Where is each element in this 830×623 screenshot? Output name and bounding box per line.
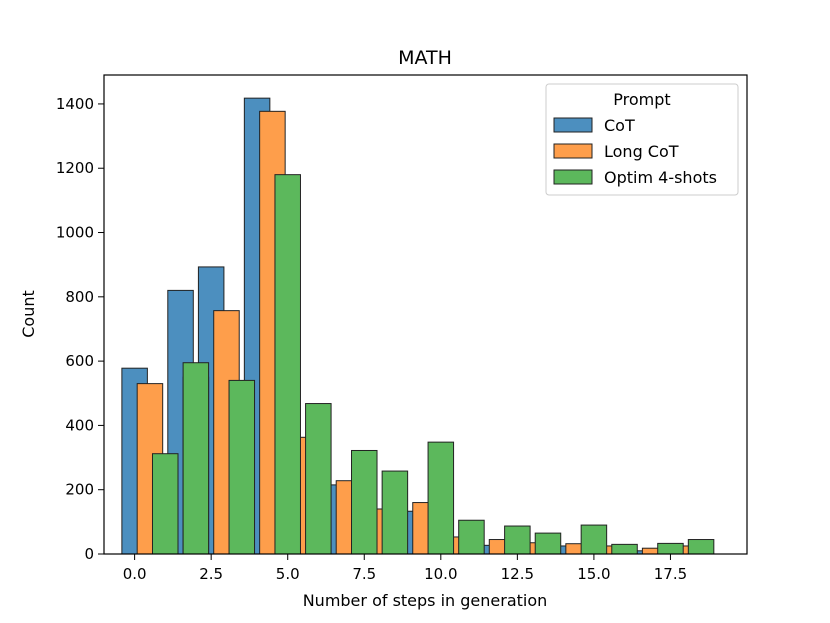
y-tick-label: 200 xyxy=(65,481,94,499)
chart-title: MATH xyxy=(398,47,452,69)
x-tick-label: 17.5 xyxy=(654,565,687,583)
x-tick-label: 5.0 xyxy=(276,565,300,583)
legend-items: CoT Long CoT Optim 4-shots xyxy=(553,116,717,187)
x-tick-label: 15.0 xyxy=(577,565,610,583)
legend-swatch xyxy=(553,169,593,185)
y-tick-label: 600 xyxy=(65,352,94,370)
x-axis-label: Number of steps in generation xyxy=(303,591,548,610)
bars-group xyxy=(121,97,715,555)
bar-optim-4-shots-12 xyxy=(611,543,638,555)
bar-optim-4-shots-14 xyxy=(687,539,715,555)
y-tick-label: 400 xyxy=(65,416,94,434)
x-tick-label: 7.5 xyxy=(352,565,376,583)
bar-optim-4-shots-4 xyxy=(305,403,332,555)
x-tick-label: 0.0 xyxy=(123,565,147,583)
bar-optim-4-shots-7 xyxy=(427,441,455,555)
bar-optim-4-shots-11 xyxy=(580,524,608,555)
bar-optim-4-shots-8 xyxy=(458,519,485,555)
x-tick-label: 2.5 xyxy=(199,565,223,583)
bar-optim-4-shots-2 xyxy=(228,379,256,555)
legend-swatch xyxy=(553,143,593,159)
y-tick-label: 1400 xyxy=(56,95,94,113)
bar-optim-4-shots-0 xyxy=(151,453,179,555)
legend-label: Optim 4-shots xyxy=(604,168,717,187)
y-axis-label: Count xyxy=(19,290,38,338)
y-axis-ticks: 0 200 400 600 800 1000 1200 1400 xyxy=(56,95,104,563)
bar-optim-4-shots-1 xyxy=(182,362,210,555)
x-axis-ticks: 0.0 2.5 5.0 7.5 10.0 12.5 15.0 17.5 xyxy=(123,554,687,583)
legend-title: Prompt xyxy=(613,90,670,109)
x-tick-label: 12.5 xyxy=(501,565,534,583)
bar-optim-4-shots-5 xyxy=(351,449,378,555)
y-tick-label: 800 xyxy=(65,288,94,306)
bar-optim-4-shots-10 xyxy=(534,532,562,555)
bar-optim-4-shots-3 xyxy=(274,174,301,555)
legend-label: CoT xyxy=(604,116,635,135)
y-tick-label: 1000 xyxy=(56,224,94,242)
legend-box xyxy=(545,83,739,196)
bar-optim-4-shots-9 xyxy=(504,525,531,555)
y-tick-label: 0 xyxy=(84,545,94,563)
legend-label: Long CoT xyxy=(604,142,679,161)
legend-swatch xyxy=(553,117,593,133)
x-tick-label: 10.0 xyxy=(424,565,457,583)
legend: Prompt CoT Long CoT Optim 4-shots xyxy=(545,83,739,196)
bar-optim-4-shots-6 xyxy=(381,470,409,555)
plot-frame xyxy=(103,74,748,555)
y-tick-label: 1200 xyxy=(56,159,94,177)
bar-optim-4-shots-13 xyxy=(657,542,684,555)
